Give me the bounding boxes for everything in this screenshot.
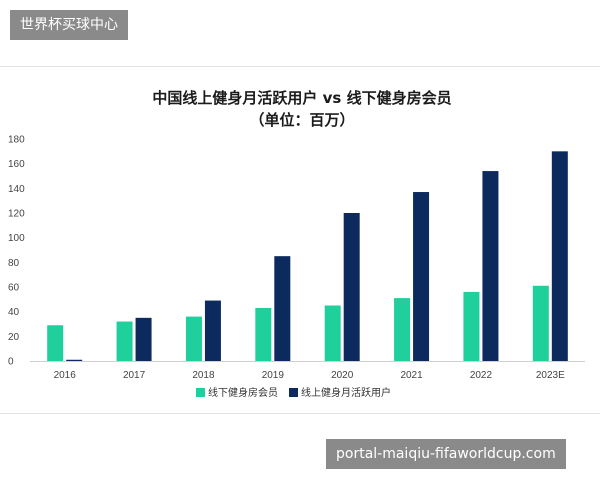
x-tick-label: 2018 <box>192 370 215 381</box>
bar-online-mau-2023E <box>551 151 568 361</box>
x-tick-label: 2023E <box>536 370 565 381</box>
y-tick-label: 120 <box>8 209 25 220</box>
bar-online-mau-2018 <box>204 300 221 361</box>
bar-online-mau-2019 <box>274 256 291 361</box>
chart-subtitle: （单位：百万） <box>249 111 354 129</box>
bar-online-mau-2017 <box>135 317 152 361</box>
x-axis: 2016 2017 2018 2019 2020 2021 2022 2023E <box>30 361 585 381</box>
bar-online-mau-2022 <box>482 171 499 361</box>
y-tick-label: 140 <box>8 184 25 195</box>
x-tick-label: 2020 <box>331 370 354 381</box>
bar-online-mau-2020 <box>343 213 360 361</box>
y-tick-label: 60 <box>8 283 20 294</box>
legend-label: 线下健身房会员 <box>208 386 278 399</box>
bar-offline-gym-members-2020 <box>324 305 341 361</box>
y-tick-label: 100 <box>8 233 25 244</box>
chart-title: 中国线上健身月活跃用户 vs 线下健身房会员 <box>152 89 451 107</box>
x-tick-label: 2017 <box>123 370 146 381</box>
y-tick-label: 80 <box>8 258 20 269</box>
bar-offline-gym-members-2023E <box>532 285 549 361</box>
bars <box>47 151 568 361</box>
x-tick-label: 2022 <box>470 370 493 381</box>
bar-online-mau-2021 <box>413 192 430 361</box>
bar-offline-gym-members-2018 <box>185 316 202 361</box>
bar-offline-gym-members-2017 <box>116 321 133 361</box>
bar-offline-gym-members-2022 <box>463 291 480 361</box>
legend-swatch <box>196 388 205 397</box>
y-tick-label: 0 <box>8 357 14 368</box>
legend: 线下健身房会员 线上健身月活跃用户 <box>196 386 391 399</box>
y-tick-label: 180 <box>8 135 25 146</box>
chart-container: 中国线上健身月活跃用户 vs 线下健身房会员 （单位：百万） 0 20 40 60 80… <box>0 66 600 414</box>
x-tick-label: 2016 <box>54 370 77 381</box>
bar-online-mau-2016 <box>66 359 83 361</box>
y-axis: 0 20 40 60 80 100 120 140 160 180 <box>8 135 25 368</box>
bar-chart: 中国线上健身月活跃用户 vs 线下健身房会员 （单位：百万） 0 20 40 60 80… <box>8 89 585 399</box>
bar-offline-gym-members-2016 <box>47 325 64 361</box>
bar-offline-gym-members-2021 <box>394 298 411 361</box>
y-tick-label: 40 <box>8 307 20 318</box>
x-tick-label: 2021 <box>400 370 423 381</box>
legend-swatch <box>289 388 298 397</box>
y-tick-label: 20 <box>8 332 20 343</box>
bar-offline-gym-members-2019 <box>255 307 272 361</box>
x-tick-label: 2019 <box>262 370 285 381</box>
watermark-bottom: portal-maiqiu-fifaworldcup.com <box>326 439 566 469</box>
y-tick-label: 160 <box>8 159 25 170</box>
legend-label: 线上健身月活跃用户 <box>301 386 391 399</box>
watermark-top: 世界杯买球中心 <box>10 10 128 40</box>
